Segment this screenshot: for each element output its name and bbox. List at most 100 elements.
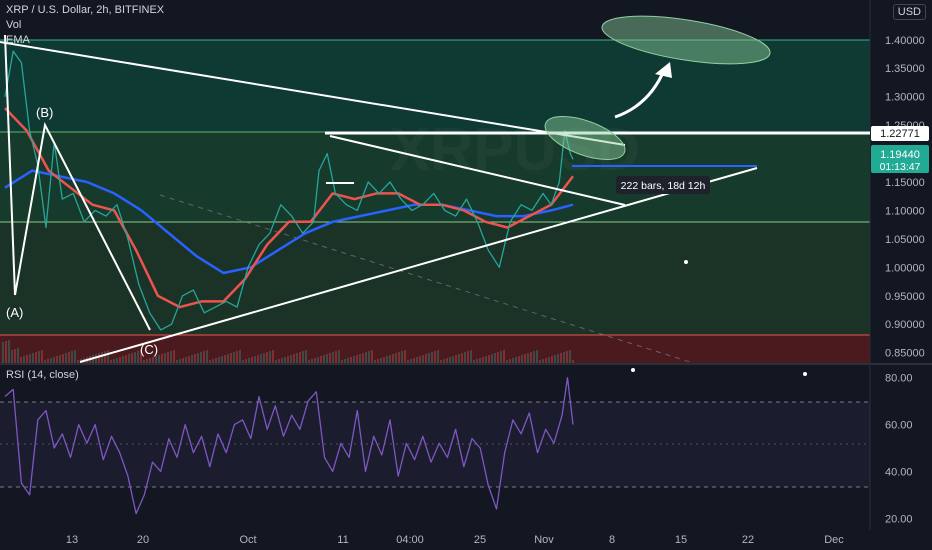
volume-bar — [509, 359, 511, 363]
legend-vol[interactable]: Vol — [6, 19, 22, 31]
volume-bar — [359, 354, 361, 363]
volume-bar — [62, 354, 64, 363]
volume-bar — [392, 354, 394, 363]
volume-bar — [173, 350, 175, 363]
rsi-line-path — [4, 377, 574, 515]
volume-bar — [458, 354, 460, 363]
volume-bar — [539, 360, 541, 363]
currency-button[interactable]: USD — [892, 4, 926, 20]
volume-bar — [215, 358, 217, 363]
arrow-head-icon — [655, 62, 672, 78]
target-ellipse[interactable] — [599, 7, 773, 73]
volume-bar — [281, 358, 283, 363]
volume-bar — [209, 360, 211, 363]
volume-bar — [101, 352, 103, 363]
volume-bar — [386, 356, 388, 363]
price-line-path — [4, 50, 574, 331]
volume-bar — [338, 350, 340, 363]
volume-bar — [230, 353, 232, 363]
price-tick-label: 1.10000 — [885, 205, 925, 217]
volume-bar — [266, 352, 268, 363]
volume-bar — [566, 351, 568, 363]
volume-bar — [131, 353, 133, 363]
volume-bar — [161, 354, 163, 363]
volume-bar — [314, 358, 316, 363]
volume-bar — [200, 352, 202, 363]
rsi-legend[interactable]: RSI (14, close) — [6, 368, 79, 383]
price-axis[interactable]: 1.400001.350001.300001.250001.200001.150… — [885, 35, 925, 360]
abc-wave-lines[interactable] — [4, 34, 151, 331]
volume-bar — [422, 355, 424, 363]
dot-marker — [631, 368, 635, 372]
volume-bar — [521, 355, 523, 363]
volume-bar — [251, 357, 253, 363]
time-axis[interactable]: 13 20 Oct 11 04:00 25 Nov 8 15 22 Dec — [66, 534, 844, 546]
volume-bar — [170, 351, 172, 363]
volume-bar — [425, 354, 427, 363]
volume-bar — [125, 355, 127, 363]
volume-bar — [272, 350, 274, 363]
volume-bar — [440, 360, 442, 363]
volume-bar — [536, 350, 538, 363]
volume-bar — [443, 359, 445, 363]
volume-bar — [155, 356, 157, 363]
volume-bar — [299, 352, 301, 363]
volume-bar — [260, 354, 262, 363]
volume-bar — [242, 360, 244, 363]
volume-bar — [23, 356, 25, 363]
resistance-price-value: 1.22771 — [880, 128, 920, 140]
rsi-line — [4, 377, 574, 515]
lower-trend-line[interactable] — [79, 167, 758, 363]
rsi-axis[interactable]: 80.00 60.00 40.00 20.00 — [885, 373, 913, 526]
volume-bar — [377, 359, 379, 363]
volume-bar — [35, 352, 37, 363]
price-tick-label: 1.35000 — [885, 63, 925, 75]
ma-line — [4, 107, 574, 309]
time-tick-label: Dec — [824, 534, 844, 546]
volume-bar — [491, 354, 493, 363]
legend-symbol[interactable]: XRP / U.S. Dollar, 2h, BITFINEX — [6, 4, 165, 16]
volume-bar — [461, 353, 463, 363]
rsi-tick-label: 40.00 — [885, 466, 913, 478]
volume-bar — [233, 352, 235, 363]
volume-bar — [26, 355, 28, 363]
ema-line-path — [4, 169, 574, 275]
legend-ema[interactable]: EMA — [6, 34, 30, 46]
volume-bar — [41, 350, 43, 363]
upper-trend-line[interactable] — [0, 41, 626, 146]
breakout-ellipse[interactable] — [540, 108, 631, 169]
volume-bar — [380, 358, 382, 363]
volume-bar — [533, 351, 535, 363]
upper-green-zone — [0, 40, 870, 132]
volume-bar — [515, 357, 517, 363]
dot-marker — [684, 260, 688, 264]
time-tick-label: 13 — [66, 534, 78, 546]
volume-bar — [278, 359, 280, 363]
wave-label-c: (C) — [140, 342, 158, 357]
volume-bar — [5, 341, 7, 363]
price-tick-label: 0.90000 — [885, 319, 925, 331]
volume-bar — [95, 354, 97, 363]
volume-bar — [290, 355, 292, 363]
volume-bar — [59, 355, 61, 363]
volume-bar — [320, 356, 322, 363]
time-tick-label: 11 — [337, 534, 348, 546]
volume-bar — [446, 358, 448, 363]
volume-bar — [245, 359, 247, 363]
rsi-label[interactable]: RSI (14, close) — [6, 369, 79, 381]
volume-bar — [197, 353, 199, 363]
volume-bar — [113, 359, 115, 363]
volume-bar — [212, 359, 214, 363]
volume-bar — [467, 351, 469, 363]
volume-bar — [350, 357, 352, 363]
volume-bar — [452, 356, 454, 363]
volume-bar — [365, 352, 367, 363]
volume-bar — [110, 360, 112, 363]
volume-bar — [50, 358, 52, 363]
volume-bar — [119, 357, 121, 363]
time-tick-label: 20 — [137, 534, 149, 546]
volume-bar — [8, 340, 10, 363]
volume-bar — [179, 359, 181, 363]
triangle-top-line[interactable] — [329, 135, 626, 206]
